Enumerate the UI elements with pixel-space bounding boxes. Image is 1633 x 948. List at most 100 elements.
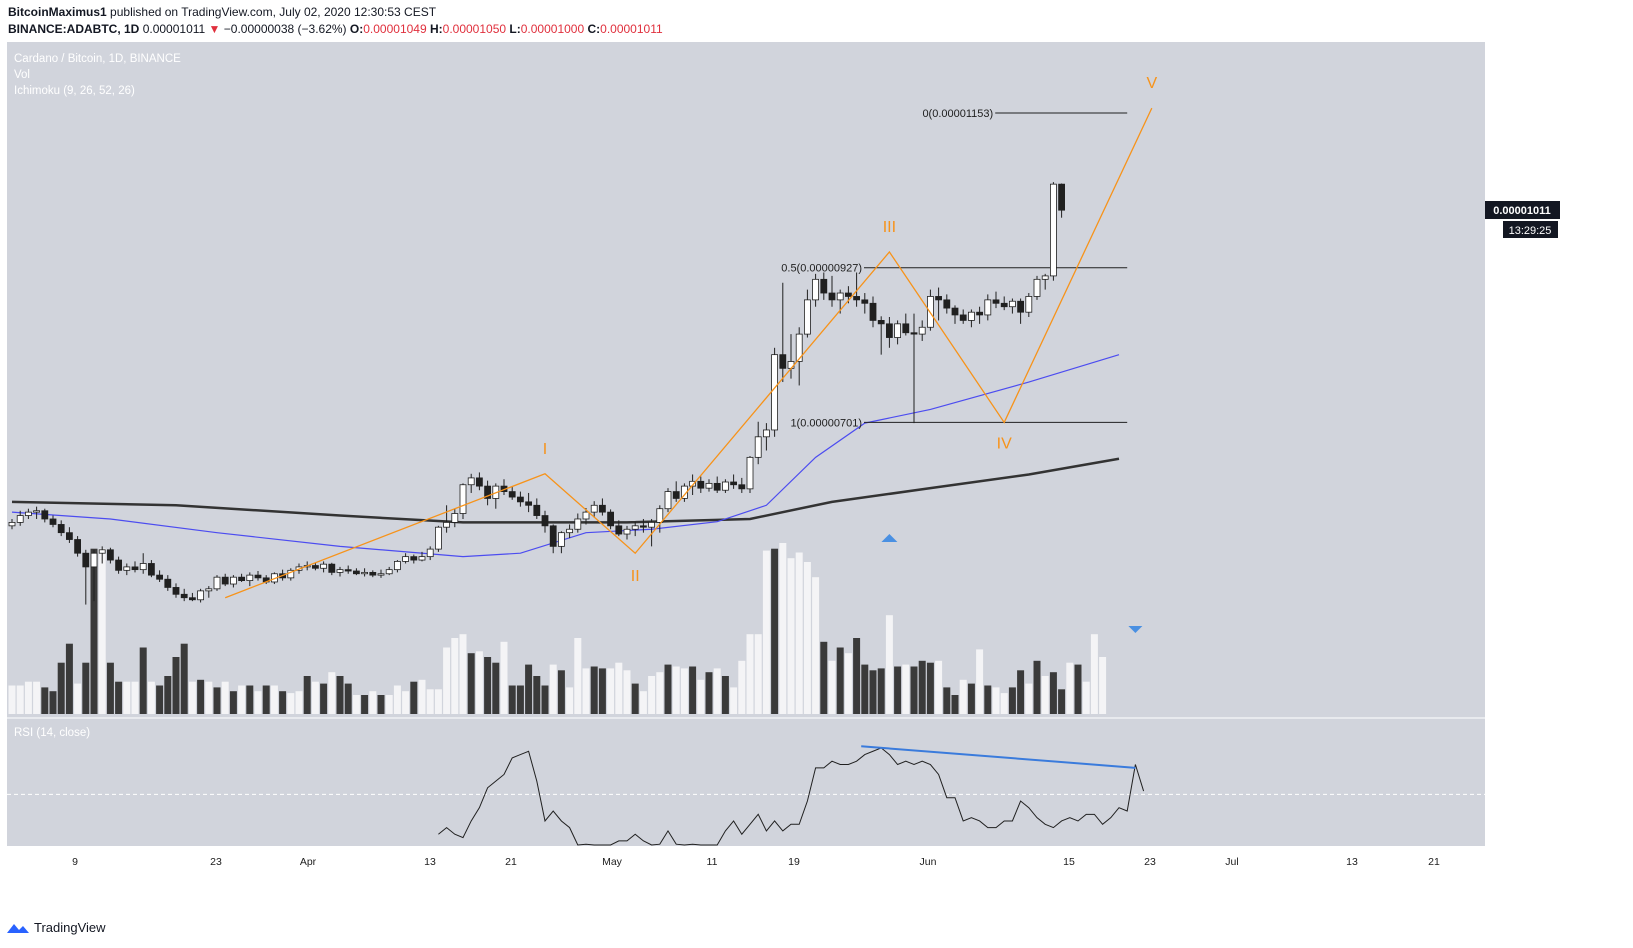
- volume-bar: [82, 662, 90, 714]
- price-tick-label: 0.00000350: [1491, 658, 1547, 670]
- volume-bar: [705, 672, 713, 714]
- volume-bar: [844, 653, 852, 714]
- candle-body: [656, 508, 664, 523]
- candlesticks: [8, 182, 1065, 605]
- symbol-header: BINANCE:ADABTC, 1D 0.00001011 ▼ −0.00000…: [8, 22, 663, 36]
- volume-bar: [992, 687, 1000, 714]
- price-badge: 0.00001011 13:29:25: [1485, 201, 1560, 238]
- volume-bar: [205, 681, 213, 714]
- volume-bar: [459, 634, 467, 714]
- volume-bar: [631, 683, 639, 714]
- volume-bar: [738, 660, 746, 714]
- price-tick-label: 0.00000800: [1491, 350, 1547, 362]
- time-tick-label: 11: [707, 856, 718, 868]
- volume-bar: [1090, 634, 1098, 714]
- volume-bar: [680, 668, 688, 714]
- candle-body: [475, 477, 483, 487]
- candle-body: [886, 323, 893, 338]
- volume-bar: [557, 670, 565, 714]
- volume-bar: [803, 562, 811, 714]
- wave-label: III: [883, 219, 896, 236]
- candle-body: [804, 299, 811, 335]
- volume-bar: [836, 647, 844, 714]
- candle-body: [918, 326, 926, 335]
- volume-bar: [861, 664, 869, 714]
- fib-level-label: 0.5(0.00000927): [781, 263, 862, 275]
- volume-bar: [795, 552, 803, 714]
- price-tick-label: 0.00000900: [1491, 281, 1547, 293]
- candle-body: [722, 481, 729, 491]
- price-tick-label: 0.00000300: [1491, 692, 1547, 704]
- price-tick-label: 0.00000950: [1491, 247, 1547, 259]
- volume-bar: [902, 664, 910, 714]
- open-label: O:: [349, 22, 364, 36]
- volume-bar: [1041, 676, 1049, 714]
- rsi-divergence-line: [861, 745, 1136, 769]
- volume-bar: [377, 695, 385, 714]
- volume-bar: [508, 685, 516, 714]
- candle-body: [90, 552, 98, 568]
- candle-body: [98, 549, 106, 554]
- volume-bar: [885, 615, 893, 714]
- time-tick-label: Apr: [300, 856, 317, 868]
- time-tick-label: 23: [1144, 856, 1156, 868]
- volume-bar: [820, 641, 828, 714]
- candle-body: [344, 569, 352, 572]
- wave-label: I: [543, 441, 547, 458]
- volume-bar: [451, 638, 459, 714]
- volume-bar: [254, 691, 262, 714]
- candle-body: [959, 314, 967, 321]
- footer-brand[interactable]: TradingView: [34, 920, 106, 935]
- volume-bar: [369, 691, 377, 714]
- last-price: 0.00001011: [142, 22, 206, 36]
- author-name[interactable]: BitcoinMaximus1: [8, 5, 107, 19]
- time-tick-label: 15: [1063, 856, 1075, 868]
- candle-body: [623, 528, 631, 535]
- rsi-axis[interactable]: 90.00 80.00 70.00 60.00: [1491, 723, 1517, 835]
- volume-bar: [648, 676, 656, 714]
- candle-body: [123, 566, 131, 571]
- volume-bar: [49, 691, 57, 714]
- candle-body: [336, 569, 344, 573]
- legend-rsi: RSI (14, close): [14, 727, 90, 739]
- candle-body: [853, 296, 860, 301]
- price-axis[interactable]: 0.00001250 0.00001200 0.00001150 0.00001100…: [1491, 42, 1547, 704]
- price-tick-label: 0.00001150: [1491, 110, 1546, 122]
- candle-body: [188, 597, 196, 601]
- wave-path: [224, 107, 1153, 599]
- volume-bar: [713, 668, 721, 714]
- candle-body: [861, 299, 869, 304]
- candle-body: [795, 333, 803, 362]
- volume-bar: [221, 681, 229, 714]
- volume-bar: [33, 681, 41, 714]
- volume-bar: [935, 660, 943, 714]
- volume-bar: [926, 662, 934, 714]
- price-tick-label: 0.00000450: [1491, 589, 1547, 601]
- candle-body: [115, 559, 122, 571]
- candle-body: [836, 292, 844, 301]
- candle-body: [320, 563, 328, 569]
- candle-body: [508, 491, 516, 498]
- volume-bar: [147, 681, 155, 714]
- volume-bar: [590, 666, 598, 714]
- price-tick-label: 0.00000500: [1491, 555, 1547, 567]
- candle-body: [328, 563, 336, 573]
- candle-body: [590, 504, 598, 513]
- candle-body: [434, 526, 442, 550]
- volume-bar: [639, 691, 647, 714]
- volume-bar: [484, 657, 492, 714]
- volume-bar: [24, 681, 32, 714]
- candle-body: [385, 569, 393, 575]
- time-tick-label: 23: [210, 856, 222, 868]
- last-price-badge: [1485, 201, 1560, 219]
- publish-header: BitcoinMaximus1 published on TradingView…: [8, 5, 436, 19]
- volume-bar: [287, 693, 295, 714]
- volume-bar: [16, 685, 24, 714]
- candle-body: [147, 563, 155, 576]
- fibonacci-levels: 0(0.00001153) 0.5(0.00000927) 1(0.00000701…: [781, 108, 1128, 429]
- time-axis[interactable]: 9 23 Apr 13 21 May 11 19 Jun 15 23 Jul 13 21: [72, 856, 1440, 868]
- candle-body: [935, 296, 942, 301]
- volume-bar: [385, 695, 393, 714]
